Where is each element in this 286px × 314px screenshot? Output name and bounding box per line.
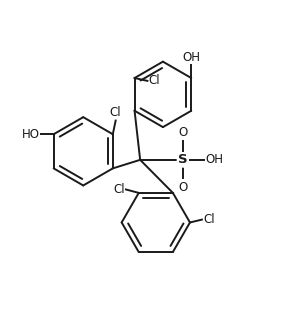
Text: O: O xyxy=(178,181,187,194)
Text: S: S xyxy=(178,153,188,166)
Text: Cl: Cl xyxy=(113,183,124,196)
Text: Cl: Cl xyxy=(149,74,160,87)
Text: OH: OH xyxy=(206,153,224,166)
Text: OH: OH xyxy=(182,51,200,64)
Text: Cl: Cl xyxy=(110,106,122,119)
Text: Cl: Cl xyxy=(203,213,215,226)
Text: O: O xyxy=(178,126,187,139)
Text: HO: HO xyxy=(21,128,39,141)
